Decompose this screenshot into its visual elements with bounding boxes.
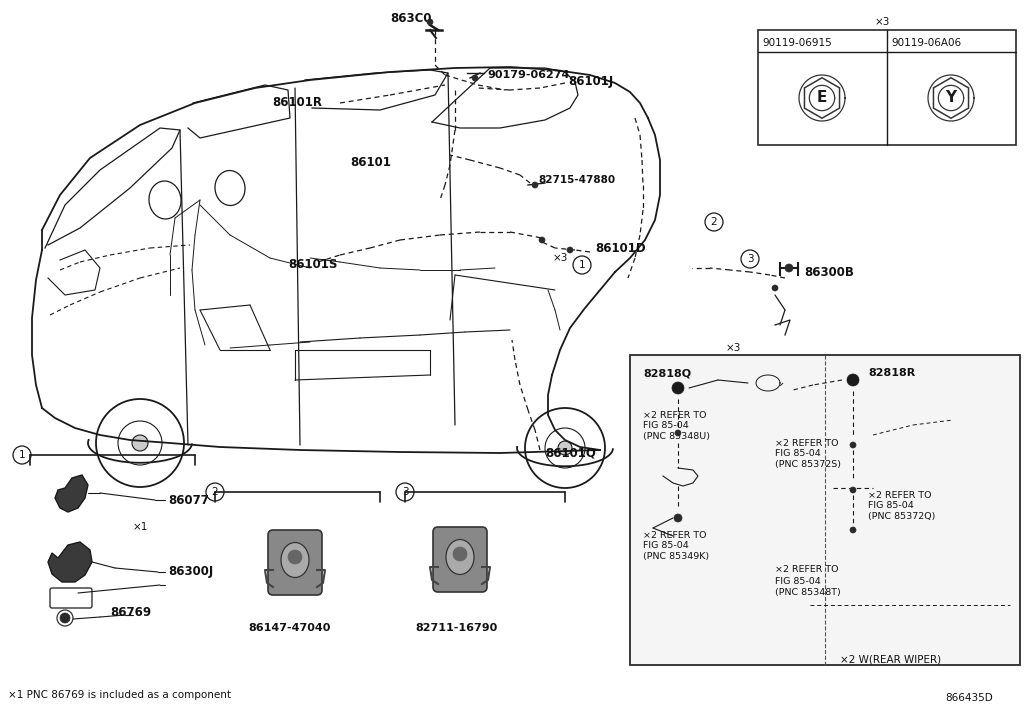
Text: 90119-06A06: 90119-06A06 [891,38,962,48]
Text: 2: 2 [711,217,718,227]
Bar [630,355,1020,665]
Text: FIG 85-04: FIG 85-04 [775,450,821,459]
Text: 86101J: 86101J [568,76,613,88]
Text: 82715-47880: 82715-47880 [538,175,615,185]
Text: ×3: ×3 [553,253,568,263]
Ellipse shape [281,542,309,578]
Circle shape [850,487,856,493]
Circle shape [785,264,793,272]
Bar [758,30,1016,145]
Text: 86077: 86077 [168,493,209,506]
Text: 86101S: 86101S [288,259,337,271]
Text: 86769: 86769 [110,605,152,619]
Text: ×2 REFER TO: ×2 REFER TO [775,566,839,575]
Text: ×3: ×3 [874,17,891,27]
Text: 86300J: 86300J [168,566,213,578]
Text: 82818R: 82818R [868,368,915,378]
Circle shape [558,441,572,455]
Text: 1: 1 [18,450,26,460]
Text: 86101D: 86101D [595,242,645,255]
Text: (PNC 85372S): (PNC 85372S) [775,460,841,469]
Circle shape [288,550,302,564]
Text: (PNC 85348U): (PNC 85348U) [643,433,710,441]
Circle shape [472,75,478,81]
Text: FIG 85-04: FIG 85-04 [868,501,913,510]
Text: ×2 REFER TO: ×2 REFER TO [643,530,707,539]
Text: ×3: ×3 [726,343,741,353]
Text: ×2 REFER TO: ×2 REFER TO [868,491,932,500]
Text: 82818Q: 82818Q [643,368,691,378]
Circle shape [453,547,467,561]
Circle shape [847,374,859,386]
Circle shape [427,19,433,25]
Ellipse shape [446,539,474,575]
Text: 863C0: 863C0 [390,11,431,25]
Polygon shape [55,475,88,512]
Text: (PNC 85348T): (PNC 85348T) [775,588,841,597]
Text: FIG 85-04: FIG 85-04 [643,421,689,431]
Text: ×1 PNC 86769 is included as a component: ×1 PNC 86769 is included as a component [8,690,231,700]
Text: 1: 1 [579,260,586,270]
Text: Y: Y [945,90,956,105]
Circle shape [850,442,856,448]
Text: 82711-16790: 82711-16790 [415,623,498,633]
Text: 86147-47040: 86147-47040 [248,623,331,633]
Circle shape [567,247,573,253]
Circle shape [675,430,681,436]
FancyBboxPatch shape [433,527,487,592]
Circle shape [772,285,778,291]
Circle shape [539,237,545,243]
Text: 86300B: 86300B [804,266,854,279]
Text: 86101Q: 86101Q [545,447,596,460]
Text: (PNC 85349K): (PNC 85349K) [643,552,710,561]
Text: ×2 REFER TO: ×2 REFER TO [775,438,839,448]
Text: 90119-06915: 90119-06915 [762,38,831,48]
Text: FIG 85-04: FIG 85-04 [775,576,821,585]
Text: 3: 3 [746,254,754,264]
Circle shape [672,382,684,394]
Text: 3: 3 [401,487,409,497]
Text: 86101: 86101 [350,156,391,168]
Circle shape [850,527,856,533]
FancyBboxPatch shape [268,530,322,595]
Text: (PNC 85372Q): (PNC 85372Q) [868,513,935,522]
Text: FIG 85-04: FIG 85-04 [643,542,689,551]
Text: 90179-06274: 90179-06274 [487,70,569,80]
Text: 866435D: 866435D [945,693,992,703]
Text: E: E [817,90,827,105]
Circle shape [132,435,148,451]
Text: ×2 W(REAR WIPER): ×2 W(REAR WIPER) [840,655,941,665]
Polygon shape [48,542,92,582]
Text: ×2 REFER TO: ×2 REFER TO [643,411,707,419]
Text: ×1: ×1 [133,522,148,532]
Circle shape [674,514,682,522]
Circle shape [532,182,538,188]
Text: 86101R: 86101R [272,96,322,110]
Circle shape [60,613,70,623]
Text: 2: 2 [212,487,218,497]
